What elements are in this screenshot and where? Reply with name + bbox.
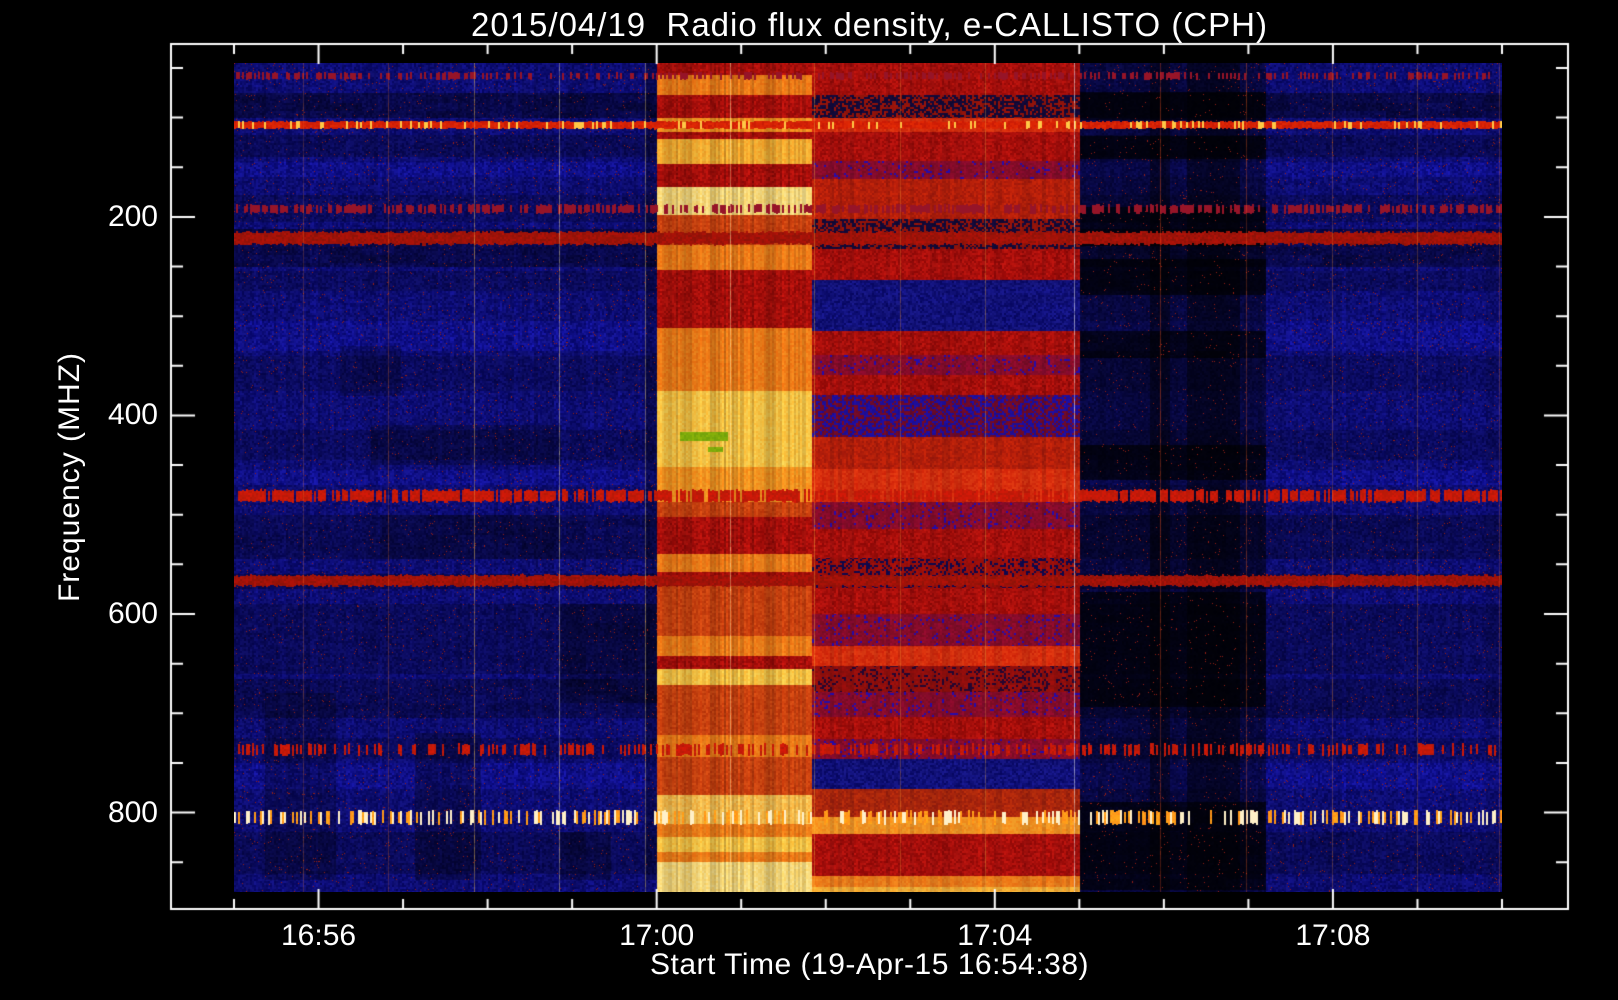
x-tick-label: 17:04	[957, 919, 1033, 952]
x-tick-label: 17:00	[619, 919, 695, 952]
y-tick-label: 800	[107, 795, 158, 829]
x-axis-label: Start Time (19-Apr-15 16:54:38)	[649, 948, 1090, 981]
y-axis-label: Frequency (MHZ)	[53, 351, 86, 603]
y-tick-label: 600	[107, 597, 158, 630]
x-tick-label: 17:08	[1295, 919, 1371, 952]
chart-title: 2015/04/19 Radio flux density, e-CALLIST…	[471, 6, 1268, 43]
y-tick-label: 400	[107, 398, 158, 432]
x-tick-label: 16:56	[280, 919, 357, 952]
y-tick-label: 200	[107, 199, 158, 233]
